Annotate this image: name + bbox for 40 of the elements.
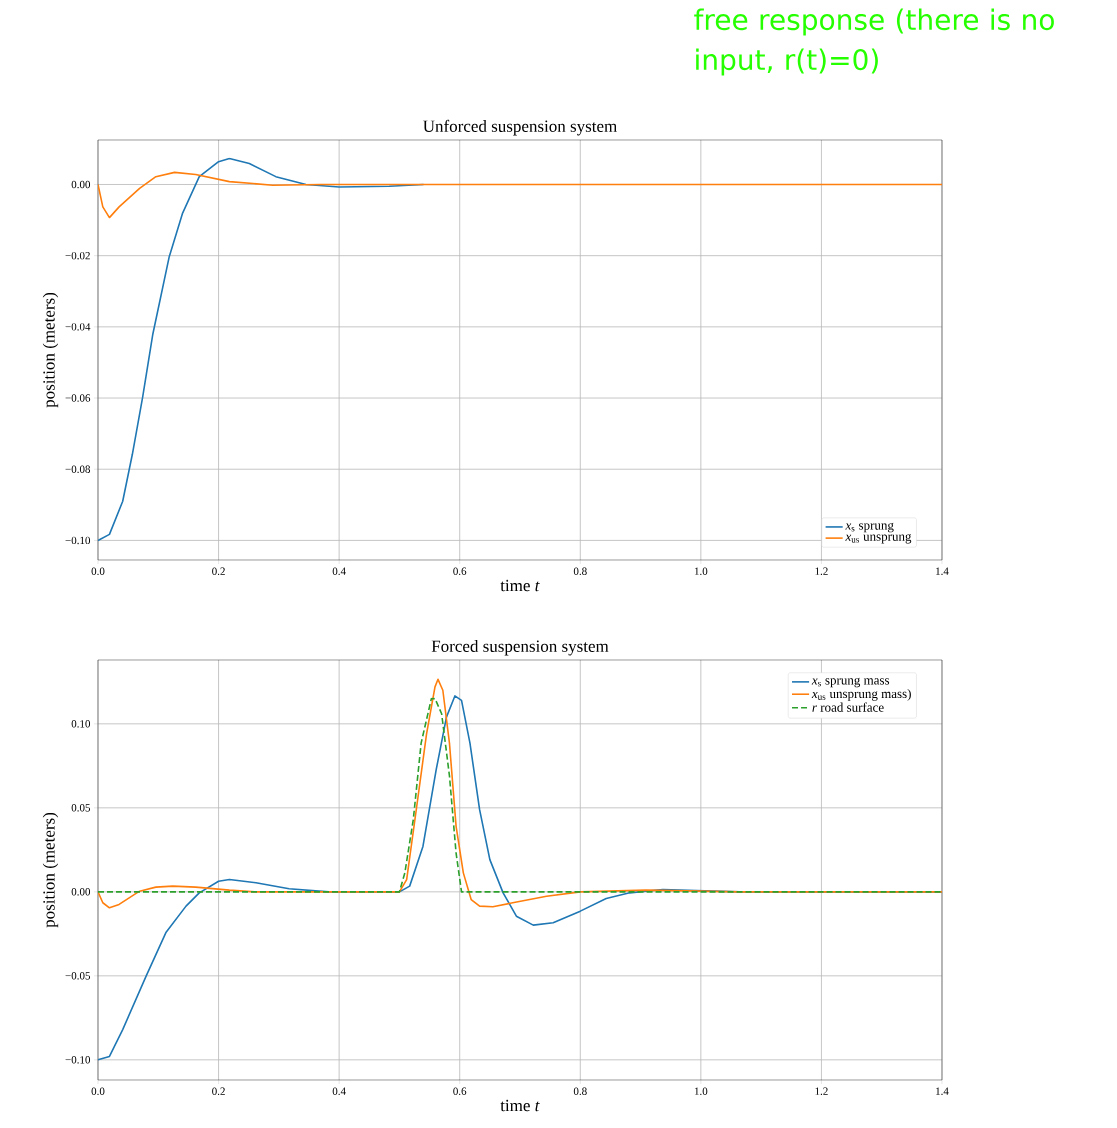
legend-label: x$_{s}$ sprung (845, 522, 894, 533)
legend-label: x$_{us}$ unsprung (845, 534, 912, 544)
chart-title: Unforced suspension system (423, 119, 617, 136)
x-tick-label: 1.0 (694, 567, 708, 575)
chart-title: Forced suspension system (431, 640, 609, 656)
text: free response (there is no input, r(t)=0) (694, 8, 1054, 76)
x-tick-label: 0.2 (212, 567, 225, 575)
y-tick-label: 0.00 (71, 888, 91, 896)
x-tick-label: 0.0 (91, 567, 105, 575)
x-tick-label: 1.4 (936, 1087, 949, 1095)
y-tick-label: 0.00 (71, 180, 91, 189)
x-tick-label: 0.2 (212, 1087, 225, 1095)
x-tick-label: 0.6 (453, 1087, 467, 1095)
y-tick-label: −0.05 (65, 972, 91, 980)
y-tick-label: 0.10 (71, 720, 91, 728)
y-tick-label: 0.05 (71, 804, 91, 812)
x-axis-title: time t (500, 579, 540, 592)
legend-label: x$_{s}$ sprung mass (811, 677, 890, 688)
y-axis-title: position (meters) (42, 812, 59, 928)
x-tick-label: 1.2 (815, 1087, 828, 1095)
line-series (98, 171, 942, 219)
y-tick-label: −0.04 (65, 323, 91, 331)
x-tick-label: 0.8 (573, 567, 587, 575)
x-tick-label: 1.4 (936, 567, 949, 575)
x-tick-label: 0.0 (91, 1087, 105, 1095)
x-tick-label: 0.4 (332, 567, 346, 575)
x-tick-label: 0.6 (453, 567, 467, 575)
x-tick-label: 0.4 (332, 1087, 346, 1095)
legend-label: r road surface (812, 702, 884, 712)
y-tick-label: −0.10 (65, 1056, 91, 1064)
x-tick-label: 1.2 (815, 567, 828, 575)
y-axis-title: position (meters) (42, 292, 59, 408)
x-tick-label: 0.8 (573, 1087, 587, 1095)
y-tick-label: −0.02 (65, 251, 90, 260)
y-tick-label: −0.10 (65, 536, 91, 545)
x-tick-label: 1.0 (694, 1087, 708, 1095)
y-tick-label: −0.06 (65, 394, 91, 402)
y-tick-label: −0.08 (65, 465, 91, 473)
x-axis-title: time t (500, 1099, 540, 1112)
legend-label: x$_{us}$ unsprung mass) (811, 688, 911, 701)
